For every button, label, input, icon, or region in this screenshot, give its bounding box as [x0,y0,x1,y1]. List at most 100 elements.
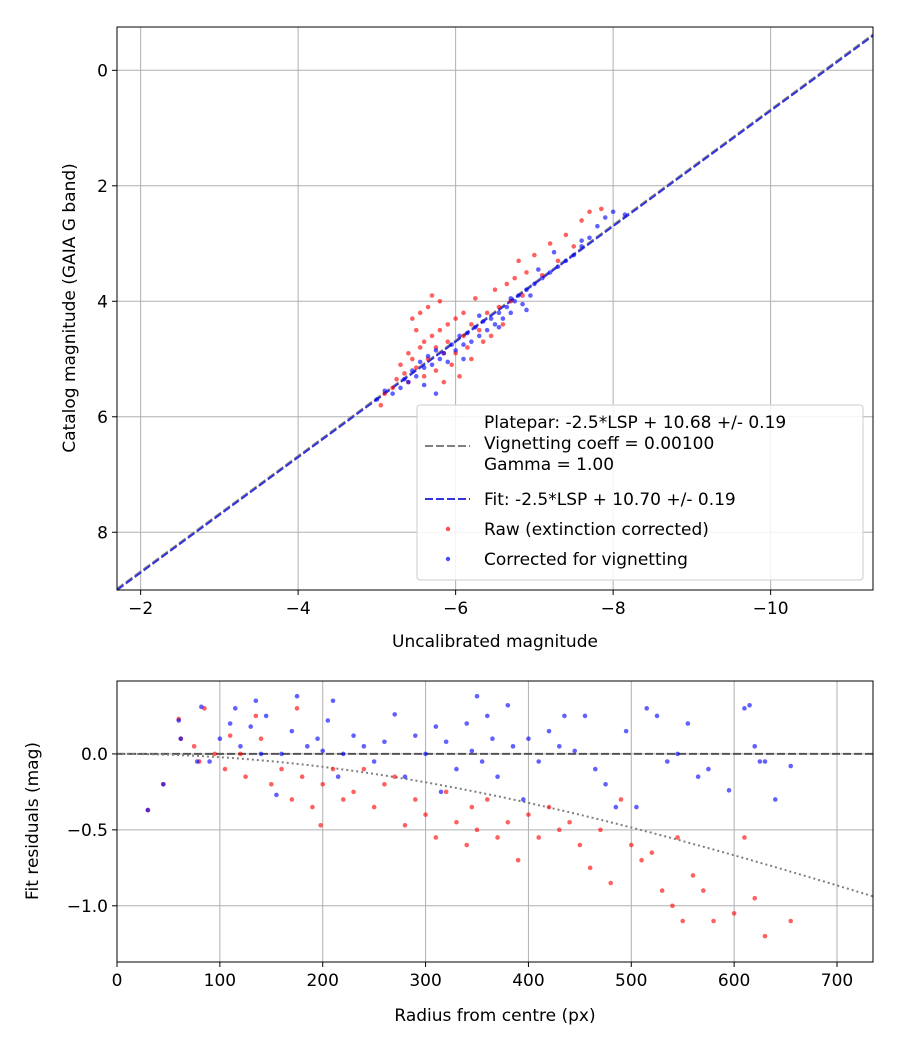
bottom-raw-point [454,819,459,825]
bottom-raw-point [556,827,562,833]
top-raw-point [516,258,521,264]
top-corrected-point [520,301,525,307]
bottom-corrected-point [556,744,562,749]
bottom-corrected-point [623,728,629,734]
top-legend: Platepar: -2.5*LSP + 10.68 +/- 0.19 Vign… [416,404,864,581]
bottom-corrected-point [454,766,459,772]
bottom-raw-point [628,842,634,848]
top-corrected-point [421,382,427,388]
top-corrected-point [610,209,616,215]
bottom-corrected-point [160,781,166,787]
top-y-tick-label: 6 [97,408,108,428]
bottom-raw-point [577,842,583,848]
top-corrected-point [374,397,380,402]
top-corrected-point [595,223,600,229]
top-x-tick-label: −10 [753,599,789,619]
bottom-corrected-point [443,739,449,745]
bottom-x-tick-label: 500 [615,971,647,991]
bottom-corrected-point [762,759,768,764]
top-corrected-point [433,348,439,353]
top-corrected-point [445,359,451,365]
legend-platepar-label: Platepar: -2.5*LSP + 10.68 +/- 0.19 Vign… [484,413,792,475]
top-y-tick-label: 8 [97,523,108,543]
legend-platepar-line-1: Platepar: -2.5*LSP + 10.68 +/- 0.19 [484,413,786,433]
bottom-raw-point [675,835,680,840]
top-corrected-point [532,281,537,287]
bottom-corrected-point [253,698,259,704]
bottom-corrected-point [279,751,284,757]
top-raw-point [496,304,502,310]
top-raw-point [599,206,604,212]
bottom-raw-point [608,880,614,886]
top-tick-marks: −2 −4 −6 −8 −10 0 2 4 6 8 [97,61,788,619]
bottom-corrected-point [412,733,418,738]
bottom-corrected-point [510,744,516,749]
top-raw-point [417,310,423,316]
bottom-raw-point [546,804,552,810]
bottom-raw-point [294,706,300,711]
top-corrected-point [476,333,482,339]
top-raw-point [457,374,462,379]
bottom-raw-point [279,766,284,772]
top-corrected-point [579,244,584,249]
bottom-corrected-point [320,748,326,754]
top-raw-point [413,327,419,333]
bottom-corrected-point [685,721,691,726]
bottom-corrected-point [176,718,182,723]
top-corrected-point [516,293,521,298]
top-y-tick-label: 0 [97,61,108,81]
bottom-reference-lines [117,752,874,898]
legend-platepar-line-2: Vignetting coeff = 0.00100 [484,434,714,454]
top-plot-frame [116,26,874,591]
top-raw-point [469,356,474,362]
bottom-raw-point [423,812,428,817]
bottom-corrected-point [464,721,470,726]
top-corrected-point [602,215,608,220]
bottom-raw-point [484,797,490,802]
bottom-corrected-point [258,751,264,757]
bottom-corrected-point [520,797,526,802]
bottom-y-axis-label: Fit residuals (mag) [23,742,43,900]
bottom-raw-point [587,865,593,871]
bottom-corrected-point [199,704,204,710]
bottom-corrected-point [194,759,200,764]
top-raw-point [520,293,525,298]
legend-fit-label: Fit: -2.5*LSP + 10.70 +/- 0.19 [484,490,736,510]
bottom-raw-point [361,766,367,772]
top-corrected-point [413,374,419,379]
bottom-raw-point [222,766,228,772]
top-corrected-point [402,376,407,382]
bottom-raw-point [464,842,470,848]
top-x-tick-label: −4 [286,599,311,619]
top-corrected-point [579,238,584,243]
top-raw-point [429,333,435,339]
bottom-corrected-point [613,804,619,810]
bottom-corrected-point [294,693,300,699]
top-corrected-point [539,275,545,281]
top-corrected-point [421,365,427,370]
bottom-corrected-point [572,748,578,754]
bottom-corrected-point [706,766,711,772]
bottom-corrected-point [469,748,475,754]
top-y-axis-label: Catalog magnitude (GAIA G band) [60,163,80,453]
bottom-x-tick-label: 200 [306,971,338,991]
bottom-x-tick-label: 700 [821,971,853,991]
top-raw-point [563,232,569,238]
bottom-x-tick-label: 400 [512,971,544,991]
top-raw-point [473,296,478,301]
bottom-corrected-point [335,774,341,779]
bottom-y-tick-label: −1.0 [67,897,108,917]
bottom-raw-point [412,797,418,802]
bottom-corrected-point [592,766,598,772]
top-raw-point [421,339,427,345]
bottom-corrected-point [238,744,243,749]
bottom-corrected-point [248,724,254,729]
bottom-corrected-point [178,736,184,742]
bottom-raw-point [526,812,531,817]
bottom-raw-point [762,933,768,939]
top-raw-point [390,385,395,391]
bottom-raw-point [392,774,398,779]
top-corrected-point [476,313,482,319]
top-raw-point [453,316,458,321]
